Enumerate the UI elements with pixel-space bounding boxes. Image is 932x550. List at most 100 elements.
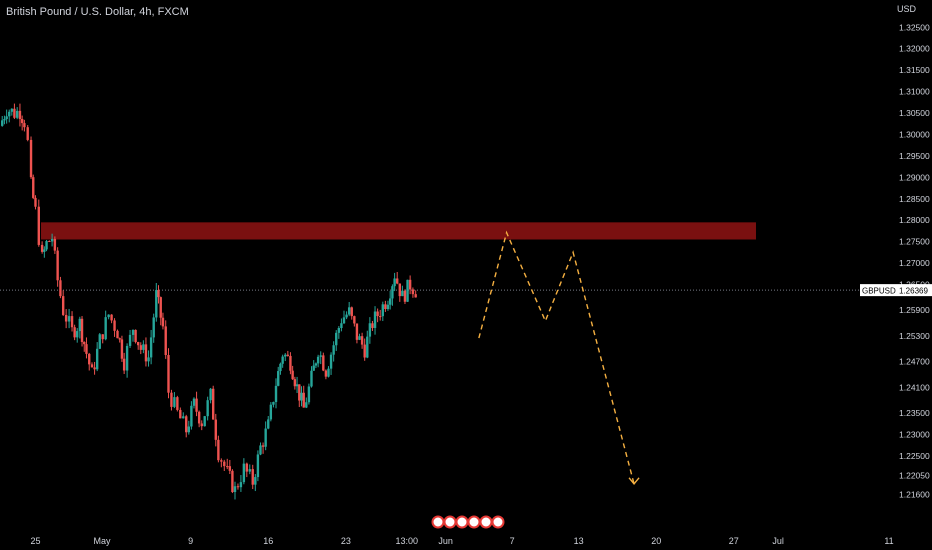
time-tick-label: Jul [772, 536, 784, 546]
candle-body [239, 482, 243, 488]
candle-body [185, 416, 188, 433]
candle-body [406, 279, 409, 302]
candle-body [187, 426, 191, 433]
candle-body [56, 250, 59, 281]
candle-body [50, 238, 54, 242]
candle-body [379, 316, 382, 318]
candle-body [302, 392, 305, 408]
candle-body [226, 466, 229, 468]
candle-body [277, 371, 280, 386]
candle-body [15, 110, 19, 118]
candle-body [206, 400, 209, 417]
event-marker-icon [455, 515, 469, 529]
time-tick-label: 13 [574, 536, 584, 546]
candle-body [300, 392, 303, 401]
candle-body [293, 379, 297, 387]
candle-body [267, 419, 270, 429]
time-tick-label: 16 [263, 536, 273, 546]
candle-body [32, 177, 35, 198]
candle-body [251, 469, 254, 485]
candle-body [261, 445, 265, 447]
candle-body [176, 397, 179, 410]
candle-body [358, 336, 361, 340]
event-marker-icon [431, 515, 445, 529]
candle-body [116, 330, 119, 339]
candle-body [211, 388, 215, 420]
candle-body [214, 419, 217, 440]
candle-body [107, 314, 110, 318]
candle-body [144, 344, 148, 362]
projection-path [478, 230, 635, 485]
candle-body [104, 317, 107, 340]
candle-body [197, 411, 201, 424]
candle-body [13, 108, 16, 118]
candle-body [61, 296, 65, 315]
candle-body [1, 120, 4, 126]
candle-body [95, 348, 99, 370]
last-price-label: 1.26369 [899, 287, 928, 296]
candle-body [360, 336, 364, 345]
candle-body [220, 460, 223, 462]
candle-body [384, 304, 387, 310]
candle-body [23, 123, 26, 128]
candle-body [324, 370, 328, 377]
candle-body [85, 344, 88, 354]
candle-body [368, 323, 372, 337]
candle-body [152, 317, 155, 338]
candle-body [259, 445, 262, 455]
candle-body [363, 344, 366, 358]
candle-body [245, 463, 249, 472]
candle-body [20, 118, 24, 124]
candle-body [161, 317, 165, 327]
candle-body [298, 384, 301, 401]
candle-body [335, 332, 338, 346]
candle-body [291, 370, 294, 380]
candle-body [110, 314, 113, 321]
candle-body [155, 290, 158, 318]
time-tick-label: 23 [341, 536, 351, 546]
candle-body [284, 354, 287, 357]
candle-body [122, 358, 126, 371]
candle-body [231, 470, 234, 493]
time-tick-label: Jun [438, 536, 453, 546]
symbol-label: GBPUSD [862, 287, 896, 296]
price-tick-label: 1.28500 [899, 194, 930, 204]
candle-body [256, 454, 260, 478]
event-marker-icon [443, 515, 457, 529]
candle-body [93, 367, 96, 370]
candle-body [48, 241, 51, 243]
price-tick-label: 1.28000 [899, 215, 930, 225]
candle-body [242, 463, 246, 483]
event-marker-icon [467, 515, 481, 529]
price-tick-label: 1.24100 [899, 382, 930, 392]
candle-body [70, 316, 74, 328]
candle-body [371, 323, 374, 328]
candle-body [269, 404, 273, 420]
candle-body [264, 428, 267, 447]
time-tick-label: May [93, 536, 111, 546]
candle-body [67, 316, 71, 322]
time-tick-label: 20 [651, 536, 661, 546]
price-tick-label: 1.25300 [899, 331, 930, 341]
candle-body [83, 341, 86, 345]
price-tick-label: 1.29500 [899, 151, 930, 161]
candle-body [305, 402, 308, 408]
time-tick-label: 11 [884, 536, 893, 546]
candle-body [90, 364, 94, 368]
candle-body [139, 345, 142, 350]
candle-body [254, 477, 257, 485]
candle-body [118, 338, 121, 340]
candle-body [64, 314, 68, 322]
time-tick-label: 27 [729, 536, 739, 546]
price-tick-label: 1.27500 [899, 237, 930, 247]
candle-body [340, 323, 343, 329]
candle-body [164, 326, 167, 356]
candle-body [228, 466, 232, 471]
candle-body [233, 486, 237, 493]
candle-body [8, 111, 11, 117]
candle-body [376, 311, 379, 317]
price-tick-label: 1.32500 [899, 22, 930, 32]
candle-body [366, 336, 369, 358]
candle-body [332, 345, 335, 355]
